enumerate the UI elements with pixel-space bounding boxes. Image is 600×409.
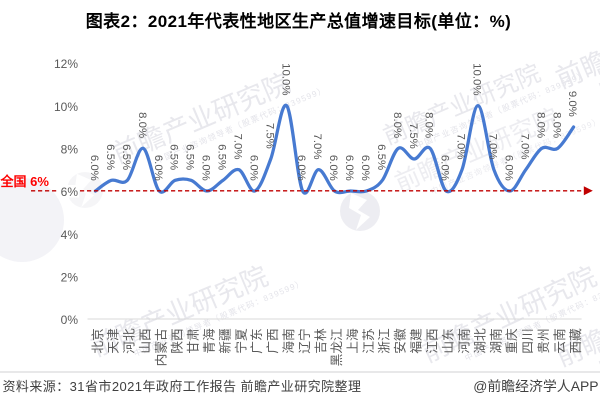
- svg-text:西藏: 西藏: [569, 328, 583, 354]
- svg-text:云南: 云南: [552, 328, 567, 353]
- svg-text:陕西: 陕西: [170, 328, 185, 353]
- svg-text:7.5%: 7.5%: [263, 123, 275, 149]
- svg-text:辽宁: 辽宁: [298, 328, 312, 353]
- svg-text:8.0%: 8.0%: [550, 112, 562, 138]
- svg-text:8%: 8%: [61, 143, 79, 157]
- svg-text:10.0%: 10.0%: [279, 63, 291, 95]
- svg-text:青海: 青海: [202, 328, 216, 354]
- svg-text:6.0%: 6.0%: [200, 155, 212, 181]
- svg-text:8.0%: 8.0%: [534, 112, 546, 138]
- svg-text:内蒙古: 内蒙古: [155, 328, 169, 366]
- svg-text:6.0%: 6.0%: [295, 155, 307, 181]
- svg-text:图表2：2021年代表性地区生产总值增速目标(单位：%): 图表2：2021年代表性地区生产总值增速目标(单位：%): [86, 11, 511, 31]
- svg-text:8.0%: 8.0%: [391, 112, 403, 138]
- svg-text:资料来源：31省市2021年政府工作报告 前瞻产业研究院整理: 资料来源：31省市2021年政府工作报告 前瞻产业研究院整理: [3, 379, 362, 394]
- svg-text:广东: 广东: [250, 328, 264, 353]
- svg-text:山西: 山西: [139, 328, 153, 353]
- svg-text:4%: 4%: [61, 228, 79, 242]
- svg-text:2%: 2%: [61, 271, 79, 285]
- svg-text:10%: 10%: [54, 100, 78, 114]
- svg-text:四川: 四川: [521, 328, 535, 353]
- svg-text:10.0%: 10.0%: [471, 63, 483, 95]
- svg-text:河南: 河南: [456, 328, 471, 353]
- svg-text:新疆: 新疆: [217, 328, 232, 354]
- svg-text:甘肃: 甘肃: [186, 328, 200, 353]
- svg-text:6.0%: 6.0%: [502, 155, 514, 181]
- svg-text:0%: 0%: [61, 313, 79, 327]
- svg-text:重庆: 重庆: [504, 328, 519, 354]
- svg-text:浙江: 浙江: [378, 328, 392, 354]
- svg-text:6.0%: 6.0%: [152, 155, 164, 181]
- svg-text:6.5%: 6.5%: [216, 144, 228, 170]
- svg-text:6.5%: 6.5%: [104, 144, 116, 170]
- svg-text:7.0%: 7.0%: [232, 134, 244, 160]
- svg-text:6.5%: 6.5%: [168, 144, 180, 170]
- svg-text:6.0%: 6.0%: [88, 155, 100, 181]
- svg-text:6.0%: 6.0%: [327, 155, 339, 181]
- svg-text:贵州: 贵州: [537, 328, 551, 353]
- svg-text:6.5%: 6.5%: [375, 144, 387, 170]
- svg-text:湖南: 湖南: [488, 328, 503, 353]
- svg-text:广西: 广西: [266, 328, 280, 353]
- svg-text:江西: 江西: [426, 328, 440, 353]
- svg-text:吉林: 吉林: [314, 328, 328, 354]
- svg-text:@前瞻经济学人APP: @前瞻经济学人APP: [473, 378, 598, 394]
- svg-text:江苏: 江苏: [361, 328, 376, 354]
- svg-text:北京: 北京: [91, 328, 105, 353]
- svg-text:7.0%: 7.0%: [518, 134, 530, 160]
- svg-text:6.0%: 6.0%: [439, 155, 451, 181]
- svg-text:湖北: 湖北: [473, 328, 487, 354]
- svg-text:8.0%: 8.0%: [136, 112, 148, 138]
- svg-text:6%: 6%: [61, 185, 79, 199]
- svg-text:9.0%: 9.0%: [566, 91, 578, 117]
- svg-text:7.0%: 7.0%: [455, 134, 467, 160]
- svg-text:8.0%: 8.0%: [423, 112, 435, 138]
- svg-text:6.5%: 6.5%: [120, 144, 132, 170]
- svg-text:6.5%: 6.5%: [184, 144, 196, 170]
- svg-text:福建: 福建: [410, 328, 424, 354]
- svg-text:海南: 海南: [281, 328, 296, 353]
- svg-text:6.0%: 6.0%: [247, 155, 259, 181]
- svg-text:宁夏: 宁夏: [234, 328, 248, 354]
- svg-text:黑龙江: 黑龙江: [330, 328, 344, 366]
- svg-text:12%: 12%: [54, 57, 78, 71]
- svg-text:7.0%: 7.0%: [487, 134, 499, 160]
- svg-text:7.5%: 7.5%: [407, 123, 419, 149]
- svg-text:河北: 河北: [123, 328, 137, 354]
- svg-text:安徽: 安徽: [394, 328, 408, 354]
- svg-text:7.0%: 7.0%: [311, 134, 323, 160]
- svg-text:山东: 山东: [442, 328, 456, 353]
- svg-text:6.0%: 6.0%: [359, 155, 371, 181]
- svg-text:上海: 上海: [346, 328, 360, 354]
- svg-text:6.0%: 6.0%: [343, 155, 355, 181]
- svg-text:全国 6%: 全国 6%: [0, 174, 49, 189]
- svg-text:天津: 天津: [107, 328, 121, 354]
